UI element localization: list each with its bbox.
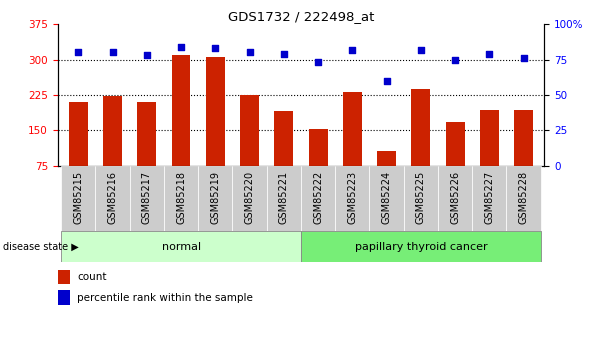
Bar — [506, 166, 541, 231]
Point — [210, 46, 220, 51]
Text: normal: normal — [162, 242, 201, 252]
Bar — [438, 166, 472, 231]
Bar — [232, 166, 267, 231]
Point — [416, 47, 426, 52]
Text: disease state ▶: disease state ▶ — [3, 242, 79, 252]
Text: count: count — [77, 272, 107, 282]
Text: papillary thyroid cancer: papillary thyroid cancer — [354, 242, 487, 252]
Text: GSM85222: GSM85222 — [313, 171, 323, 224]
Bar — [267, 166, 301, 231]
Text: GSM85216: GSM85216 — [108, 171, 117, 224]
Bar — [137, 102, 156, 166]
Bar — [343, 91, 362, 166]
Text: GSM85220: GSM85220 — [244, 171, 255, 224]
Bar — [335, 166, 370, 231]
Bar — [130, 166, 164, 231]
Title: GDS1732 / 222498_at: GDS1732 / 222498_at — [228, 10, 374, 23]
Bar — [412, 89, 430, 166]
Bar — [103, 96, 122, 166]
Text: GSM85225: GSM85225 — [416, 171, 426, 224]
Bar — [198, 166, 232, 231]
Point — [313, 60, 323, 65]
Bar — [58, 270, 70, 284]
Bar — [274, 111, 293, 166]
Bar — [69, 102, 88, 166]
Point — [382, 78, 392, 83]
Text: GSM85215: GSM85215 — [74, 171, 83, 224]
Text: GSM85221: GSM85221 — [279, 171, 289, 224]
Text: GSM85228: GSM85228 — [519, 171, 528, 224]
Bar — [446, 122, 465, 166]
Text: GSM85223: GSM85223 — [347, 171, 358, 224]
Point — [142, 52, 151, 58]
Bar — [480, 110, 499, 166]
Bar — [514, 110, 533, 166]
Text: GSM85224: GSM85224 — [382, 171, 392, 224]
Text: GSM85219: GSM85219 — [210, 171, 220, 224]
Bar — [164, 166, 198, 231]
Point — [108, 50, 117, 55]
Bar — [240, 95, 259, 166]
Text: GSM85226: GSM85226 — [450, 171, 460, 224]
Point — [451, 57, 460, 62]
Point — [74, 50, 83, 55]
Bar — [301, 166, 335, 231]
Point — [279, 51, 289, 57]
Bar — [472, 166, 506, 231]
Bar — [61, 166, 95, 231]
Bar — [370, 166, 404, 231]
Text: percentile rank within the sample: percentile rank within the sample — [77, 293, 253, 303]
Bar — [58, 290, 70, 305]
Bar — [95, 166, 130, 231]
Point — [348, 47, 358, 52]
Point — [485, 51, 494, 57]
Text: GSM85218: GSM85218 — [176, 171, 186, 224]
Text: GSM85227: GSM85227 — [485, 171, 494, 224]
Bar — [404, 166, 438, 231]
Text: GSM85217: GSM85217 — [142, 171, 152, 224]
Bar — [377, 150, 396, 166]
Bar — [206, 57, 225, 166]
Bar — [301, 231, 541, 262]
Bar — [171, 55, 190, 166]
Point — [244, 50, 254, 55]
Point — [519, 55, 528, 61]
Point — [176, 44, 186, 50]
Bar — [61, 231, 301, 262]
Bar — [309, 129, 328, 166]
